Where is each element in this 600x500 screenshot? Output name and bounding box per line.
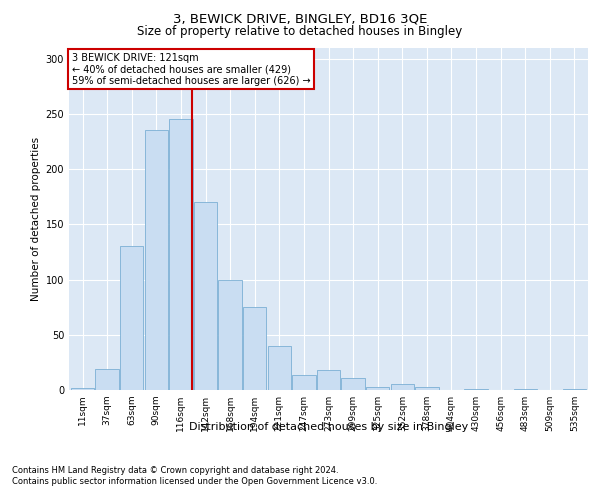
Text: 3 BEWICK DRIVE: 121sqm
← 40% of detached houses are smaller (429)
59% of semi-de: 3 BEWICK DRIVE: 121sqm ← 40% of detached… — [71, 52, 310, 86]
Text: Distribution of detached houses by size in Bingley: Distribution of detached houses by size … — [189, 422, 469, 432]
Text: 3, BEWICK DRIVE, BINGLEY, BD16 3QE: 3, BEWICK DRIVE, BINGLEY, BD16 3QE — [173, 12, 427, 26]
Bar — [366, 386, 389, 390]
Bar — [218, 280, 242, 390]
Bar — [120, 246, 143, 390]
Text: Size of property relative to detached houses in Bingley: Size of property relative to detached ho… — [137, 25, 463, 38]
Bar — [243, 307, 266, 390]
Bar — [292, 374, 316, 390]
Bar — [514, 389, 537, 390]
Bar — [169, 120, 193, 390]
Bar — [391, 384, 414, 390]
Bar — [95, 369, 119, 390]
Bar — [145, 130, 168, 390]
Bar — [71, 388, 94, 390]
Bar — [268, 346, 291, 390]
Bar — [415, 386, 439, 390]
Bar — [194, 202, 217, 390]
Bar — [317, 370, 340, 390]
Bar — [341, 378, 365, 390]
Bar — [464, 389, 488, 390]
Bar — [563, 389, 586, 390]
Text: Contains public sector information licensed under the Open Government Licence v3: Contains public sector information licen… — [12, 478, 377, 486]
Text: Contains HM Land Registry data © Crown copyright and database right 2024.: Contains HM Land Registry data © Crown c… — [12, 466, 338, 475]
Y-axis label: Number of detached properties: Number of detached properties — [31, 136, 41, 301]
